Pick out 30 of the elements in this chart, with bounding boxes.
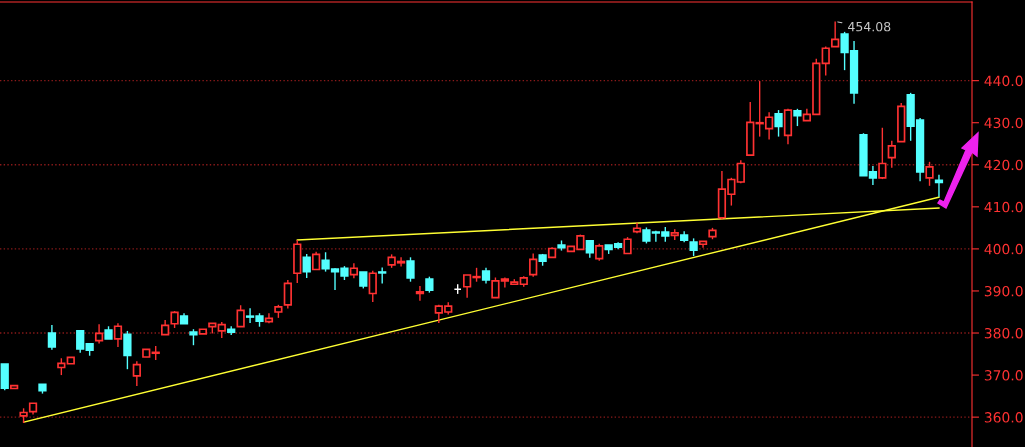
candlestick — [415, 285, 425, 302]
candlestick — [123, 330, 132, 370]
y-tick-label: 380.0 — [984, 327, 1023, 339]
candlestick — [0, 363, 9, 391]
candlestick — [94, 323, 104, 345]
y-tick-label: 370.0 — [984, 370, 1023, 381]
candlestick — [132, 360, 141, 387]
y-tick-label: 360.0 — [984, 412, 1023, 423]
y-tick-label: 440.0 — [984, 75, 1023, 87]
candlestick — [529, 252, 538, 278]
candlestick — [113, 322, 123, 348]
candlestick — [378, 266, 387, 285]
candlestick — [887, 140, 896, 169]
y-tick-label: 420.0 — [984, 159, 1023, 171]
candlestick — [368, 270, 377, 303]
candlestick — [925, 161, 934, 187]
candlestick — [302, 253, 311, 279]
y-tick-label: 430.0 — [984, 117, 1023, 129]
candlestick — [47, 324, 57, 351]
candlestick — [76, 330, 85, 354]
y-tick-label: 390.0 — [984, 285, 1023, 297]
annotation: 454.08 — [848, 21, 891, 32]
candlestick — [406, 256, 415, 283]
candlestick — [236, 304, 245, 328]
candlestick — [821, 45, 830, 77]
y-tick-label: 410.0 — [984, 201, 1023, 213]
candlestick — [283, 279, 292, 310]
y-tick-label: 400.0 — [984, 243, 1023, 255]
candlestick — [878, 127, 887, 180]
candlestick — [774, 109, 783, 138]
